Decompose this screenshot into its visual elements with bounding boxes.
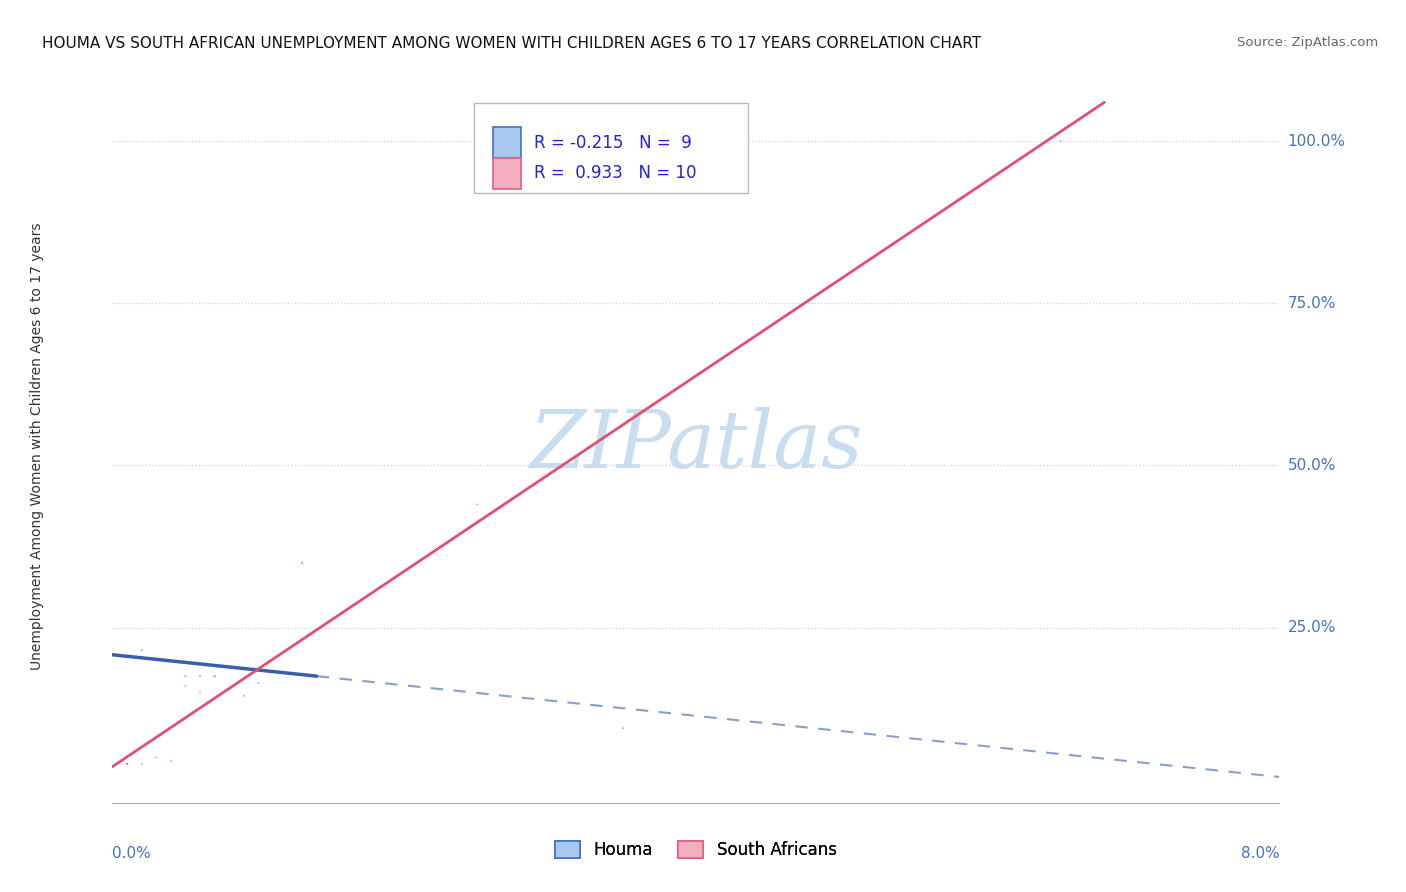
Text: ZIPatlas: ZIPatlas xyxy=(529,408,863,484)
Legend: Houma, South Africans: Houma, South Africans xyxy=(548,834,844,866)
Text: HOUMA VS SOUTH AFRICAN UNEMPLOYMENT AMONG WOMEN WITH CHILDREN AGES 6 TO 17 YEARS: HOUMA VS SOUTH AFRICAN UNEMPLOYMENT AMON… xyxy=(42,36,981,51)
FancyBboxPatch shape xyxy=(494,158,520,189)
Text: 75.0%: 75.0% xyxy=(1288,296,1336,310)
Text: Unemployment Among Women with Children Ages 6 to 17 years: Unemployment Among Women with Children A… xyxy=(30,222,44,670)
Text: R =  0.933   N = 10: R = 0.933 N = 10 xyxy=(534,164,696,182)
FancyBboxPatch shape xyxy=(494,127,520,159)
Text: 8.0%: 8.0% xyxy=(1240,846,1279,861)
Text: R = -0.215   N =  9: R = -0.215 N = 9 xyxy=(534,134,692,152)
Text: 100.0%: 100.0% xyxy=(1288,134,1346,149)
Text: 50.0%: 50.0% xyxy=(1288,458,1336,473)
FancyBboxPatch shape xyxy=(474,103,748,193)
Text: 0.0%: 0.0% xyxy=(112,846,152,861)
Text: 25.0%: 25.0% xyxy=(1288,620,1336,635)
Text: Source: ZipAtlas.com: Source: ZipAtlas.com xyxy=(1237,36,1378,49)
